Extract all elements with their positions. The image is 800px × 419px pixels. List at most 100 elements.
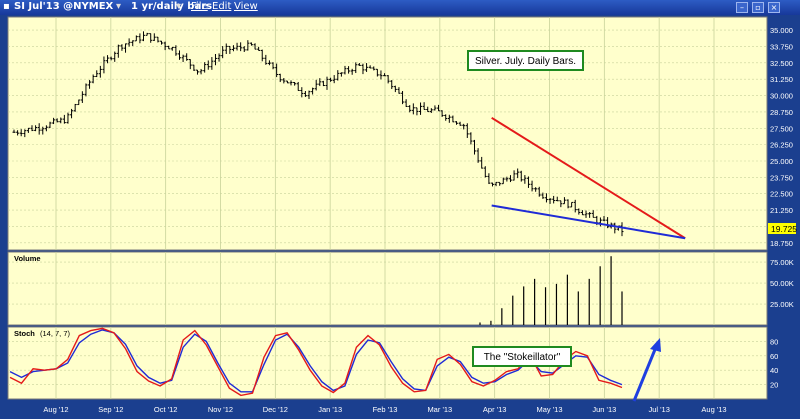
price-bar: [343, 65, 347, 75]
price-tick-label: 35.000: [770, 26, 793, 35]
price-bar: [537, 186, 541, 197]
price-bar: [289, 80, 293, 86]
price-bar: [88, 80, 92, 89]
menu-edit[interactable]: Edit: [212, 1, 232, 12]
volume-panel: Volume 75.00K 50.00K 25.00K: [7, 251, 794, 326]
volume-axis: 75.00K 50.00K 25.00K: [770, 258, 794, 309]
price-bar: [296, 81, 300, 92]
price-bar: [379, 70, 383, 80]
price-bar: [559, 200, 563, 208]
price-bar: [397, 87, 401, 94]
price-bar: [206, 60, 210, 70]
symbol-title[interactable]: SI Jul'13 @NYMEX: [14, 1, 114, 12]
price-bar: [167, 45, 171, 50]
menu-view[interactable]: View: [234, 1, 258, 12]
price-bar: [573, 199, 577, 213]
price-bar: [264, 54, 268, 65]
price-bar: [519, 170, 523, 182]
title-bar[interactable]: ▪ SI Jul'13 @NYMEX ▾ 1 yr/daily bars ▾ F…: [0, 0, 800, 15]
price-bar: [307, 90, 311, 100]
price-bar: [505, 176, 509, 182]
price-tick-label: 22.500: [770, 190, 793, 199]
price-bar: [217, 53, 221, 62]
price-bar: [365, 63, 369, 72]
volume-bars: [479, 256, 623, 325]
price-bar: [483, 166, 487, 178]
price-bar: [440, 110, 444, 117]
symbol-dropdown-icon[interactable]: ▾: [116, 1, 122, 12]
price-bar: [580, 210, 584, 216]
stoch-tick-label: 20: [770, 381, 778, 390]
price-bar: [127, 38, 131, 47]
price-bar: [458, 121, 462, 126]
price-bar: [523, 175, 527, 184]
price-bar: [231, 45, 235, 52]
period-dropdown-icon[interactable]: ▾: [176, 1, 182, 12]
chart-settings-icon[interactable]: ▪: [3, 1, 10, 12]
price-bar: [465, 123, 469, 138]
price-bar: [113, 51, 117, 62]
price-bar: [149, 33, 153, 43]
price-bar: [415, 107, 419, 116]
price-bar: [433, 105, 437, 111]
price-bar: [66, 112, 70, 124]
price-bar: [300, 87, 304, 98]
price-bar: [80, 91, 84, 103]
price-bar: [562, 197, 566, 205]
price-bar: [606, 217, 610, 229]
price-bar: [253, 43, 257, 50]
price-bar: [498, 181, 502, 186]
price-bar: [102, 56, 106, 74]
price-bar: [242, 46, 246, 53]
up-arrow-icon: [632, 338, 661, 402]
price-bar: [235, 42, 239, 51]
price-bar: [160, 40, 164, 45]
minimize-icon[interactable]: –: [736, 2, 748, 13]
price-bar: [584, 210, 588, 218]
price-bar: [472, 139, 476, 155]
volume-tick-label: 75.00K: [770, 258, 794, 267]
price-bar: [480, 156, 484, 169]
menu-file[interactable]: File: [191, 1, 208, 12]
volume-label: Volume: [14, 254, 41, 263]
maximize-icon[interactable]: ▫: [752, 2, 764, 13]
price-bar: [77, 99, 81, 106]
date-tick-label: Mar '13: [427, 405, 452, 414]
price-bar: [325, 76, 329, 90]
price-bar: [408, 105, 412, 113]
date-axis: Aug '12 Sep '12 Oct '12 Nov '12 Dec '12 Jan '…: [43, 405, 726, 414]
price-bar: [91, 74, 95, 84]
price-bar: [426, 106, 430, 113]
price-bar: [59, 117, 63, 124]
price-tick-label: 21.250: [770, 206, 793, 215]
price-bar: [271, 62, 275, 70]
price-bar: [455, 121, 459, 125]
price-bar: [116, 44, 120, 58]
price-tick-label: 26.250: [770, 141, 793, 150]
price-bar: [332, 75, 336, 84]
price-bar: [357, 63, 361, 66]
price-bar: [41, 126, 45, 135]
stoch-axis: 80 60 40 20: [770, 337, 778, 389]
stoch-annotation-box: The "Stokeillator": [472, 346, 572, 367]
volume-tick-label: 50.00K: [770, 279, 794, 288]
price-bar: [462, 123, 466, 130]
price-bar: [44, 125, 48, 132]
stoch-tick-label: 80: [770, 337, 778, 346]
price-bar: [221, 46, 225, 59]
stoch-annotation: The "Stokeillator": [484, 352, 561, 363]
price-bar: [347, 66, 351, 74]
close-icon[interactable]: ×: [768, 2, 780, 13]
last-price-tag: 19.725: [768, 223, 797, 234]
period-selector[interactable]: 1 yr/daily bars: [131, 1, 213, 12]
price-bar: [591, 210, 595, 218]
price-bar: [199, 68, 203, 75]
price-tick-label: 28.750: [770, 108, 793, 117]
stoch-panel: Stoch (14, 7, 7) The "Stokeillator" 80 60…: [7, 326, 778, 402]
price-bar: [311, 87, 315, 95]
date-tick-label: Sep '12: [98, 405, 123, 414]
price-bar: [534, 187, 538, 192]
price-bar: [419, 102, 423, 115]
price-bar: [192, 64, 196, 71]
